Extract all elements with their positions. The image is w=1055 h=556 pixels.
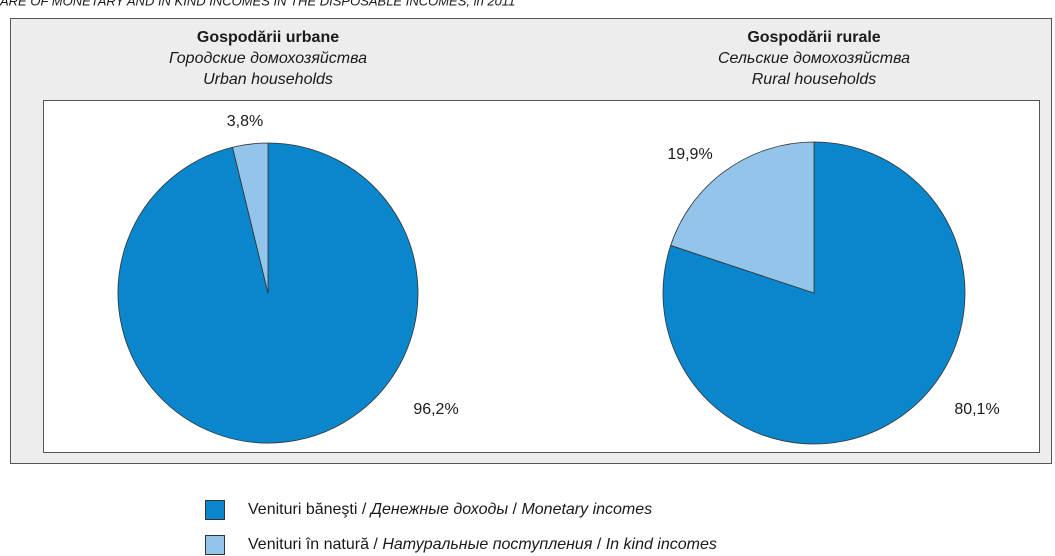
data-label: 96,2% [413, 401, 458, 418]
legend-part: Monetary incomes [521, 501, 652, 518]
legend-label: Venituri băneşti / Денежные доходы / Mon… [248, 501, 652, 518]
data-label: 19,9% [667, 146, 712, 163]
legend-separator: / [592, 536, 605, 553]
pie-subtitle: Сельские домохозяйства [718, 50, 910, 67]
legend-separator: / [369, 536, 382, 553]
legend-part: Денежные доходы [369, 501, 509, 518]
page-title: ARE OF MONETARY AND IN KIND INCOMES IN T… [0, 0, 515, 8]
legend-part: Venituri băneşti [248, 501, 357, 518]
data-label: 3,8% [227, 113, 263, 130]
pie-title: Gospodării rurale [747, 29, 880, 46]
legend-part: In kind incomes [606, 536, 717, 553]
pie-title: Gospodării urbane [197, 29, 339, 46]
legend-separator: / [357, 501, 370, 518]
legend-label: Venituri în natură / Натуральные поступл… [248, 536, 717, 553]
pie-subtitle: Городские домохозяйства [169, 50, 367, 67]
pie-subtitle: Rural households [752, 71, 877, 88]
legend-part: Venituri în natură [248, 536, 369, 553]
legend-separator: / [508, 501, 521, 518]
data-label: 80,1% [954, 401, 999, 418]
legend-swatch [205, 535, 225, 555]
pie-subtitle: Urban households [203, 71, 333, 88]
legend-swatch [205, 500, 225, 520]
pie-slice [670, 141, 815, 294]
legend-part: Натуральные поступления [382, 536, 593, 553]
pie-slice [232, 142, 269, 294]
